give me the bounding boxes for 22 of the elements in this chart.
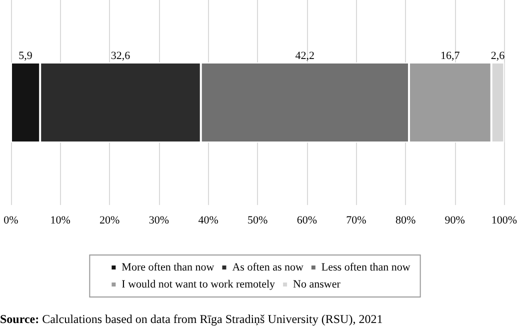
x-tick-label: 70% [346, 214, 366, 226]
legend-label: As often as now [232, 262, 304, 274]
x-tick-label: 100% [491, 214, 518, 226]
data-label: 32,6 [110, 50, 131, 62]
data-label: 16,7 [440, 50, 460, 62]
x-tick-label: 0% [4, 214, 18, 226]
x-tick-label: 80% [395, 214, 416, 226]
source-note: Source: Calculations based on data from Rīga Stradiņš University (RSU), 2021 [0, 312, 383, 326]
x-tick-label: 30% [148, 214, 170, 226]
x-tick-label: 60% [296, 214, 317, 226]
x-tick-label: 40% [198, 214, 218, 226]
x-tick-label: 50% [248, 214, 268, 226]
data-label: 42,2 [295, 50, 315, 62]
data-label: 2,6 [490, 50, 506, 62]
legend-label: Less often than now [321, 262, 410, 274]
legend-label: I would not want to work remotely [122, 278, 276, 290]
legend-label: More often than now [122, 262, 214, 274]
legend-label: No answer [293, 278, 341, 290]
x-tick-label: 90% [444, 214, 465, 226]
x-tick-label: 10% [50, 214, 70, 226]
x-tick-label: 20% [100, 214, 120, 226]
data-label: 5,9 [18, 50, 33, 62]
